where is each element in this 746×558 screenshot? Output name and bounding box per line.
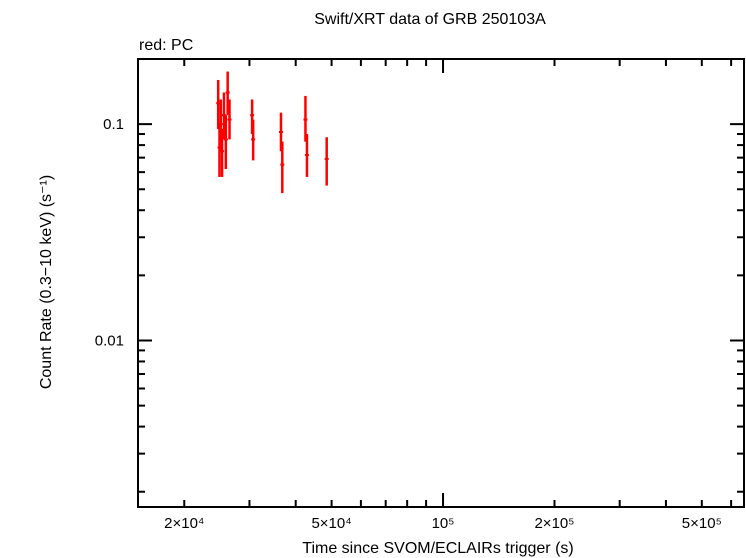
data-point — [280, 141, 285, 194]
data-point — [220, 128, 225, 177]
data-point — [304, 134, 309, 177]
data-points — [216, 71, 329, 194]
chart-subtitle: red: PC — [139, 37, 193, 54]
data-point — [251, 119, 256, 161]
x-axis-ticks: 2×10⁴ 5×10⁴ 10⁵ 2×10⁵ 5×10⁵ — [164, 59, 733, 532]
data-point — [218, 99, 223, 152]
y-tick-label: 0.01 — [95, 332, 124, 349]
x-tick-label: 5×10⁴ — [311, 515, 351, 532]
x-tick-label: 10⁵ — [432, 515, 455, 532]
y-tick-label: 0.1 — [103, 116, 124, 133]
y-axis-label: Count Rate (0.3−10 keV) (s⁻¹) — [38, 175, 55, 389]
x-tick-label: 2×10⁵ — [534, 515, 574, 532]
y-axis-ticks: 0.1 0.01 — [95, 58, 744, 493]
plot-frame — [137, 58, 745, 508]
x-tick-label: 2×10⁴ — [164, 515, 204, 532]
x-tick-label: 5×10⁵ — [682, 515, 722, 532]
data-point — [303, 95, 308, 142]
data-point — [227, 99, 232, 140]
data-point — [278, 112, 283, 152]
x-axis-label: Time since SVOM/ECLAIRs trigger (s) — [302, 540, 573, 557]
data-point — [225, 71, 230, 116]
data-point — [324, 137, 329, 186]
data-point — [223, 115, 228, 170]
chart-title: Swift/XRT data of GRB 250103A — [314, 11, 546, 28]
